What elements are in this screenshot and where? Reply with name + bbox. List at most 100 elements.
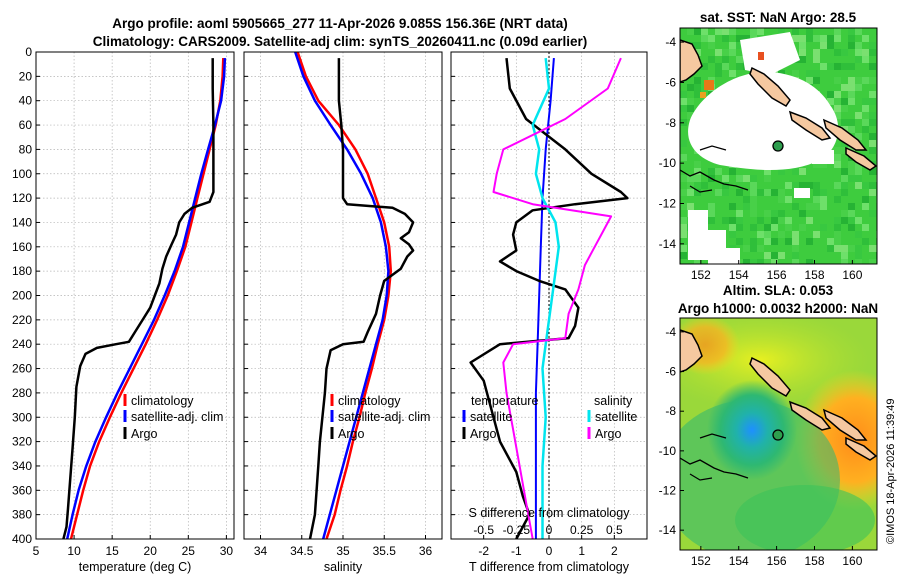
sst-pixel (694, 91, 701, 98)
sst-land-new-guinea (680, 39, 703, 83)
sst-pixel (834, 77, 841, 84)
sst-pixel (722, 56, 729, 63)
sst-pixel (862, 196, 869, 203)
sst-pixel (687, 182, 694, 189)
sst-pixel (757, 231, 764, 238)
sst-pixel (848, 35, 855, 42)
sst-pixel (848, 28, 855, 35)
x-tick-label: 0 (546, 544, 553, 558)
y-tick-label: 120 (12, 191, 32, 205)
sst-missing-pixel (688, 210, 708, 260)
y-tick-label: 400 (12, 532, 32, 546)
sst-map: sat. SST: NaN Argo: 28.5 152 154 156 158 160… (659, 10, 878, 282)
map-y-tick-label: -8 (665, 116, 676, 130)
sst-pixel (848, 210, 855, 217)
sst-pixel (715, 189, 722, 196)
sst-pixel (869, 91, 876, 98)
sst-missing-data (688, 71, 839, 170)
sst-pixel (729, 231, 736, 238)
sst-pixel (834, 161, 841, 168)
difference-lines (469, 57, 629, 539)
x-tick-label: 34 (254, 544, 268, 558)
sst-pixel (701, 35, 708, 42)
sst-pixel (862, 105, 869, 112)
map-y-tick-label: -10 (659, 444, 677, 458)
map-y-tick-label: -10 (659, 156, 677, 170)
sst-pixel (834, 238, 841, 245)
sst-pixel (771, 259, 778, 264)
series-line-temperature-argo (469, 57, 629, 539)
sst-pixel (869, 42, 876, 49)
sst-pixel (855, 182, 862, 189)
sla-green-southeast (735, 485, 875, 550)
sst-pixel (743, 196, 750, 203)
sst-coastline-png-tail (680, 169, 749, 191)
sst-pixel (799, 168, 806, 175)
sst-pixel (806, 259, 813, 264)
sst-pixel (792, 35, 799, 42)
sst-warm-pixel (758, 52, 764, 60)
legend-label-s-argo: Argo (595, 427, 621, 441)
sst-pixel (792, 70, 799, 77)
top-x-tick-label: -0.5 (473, 523, 494, 537)
y-tick-label: 100 (12, 167, 32, 181)
sst-pixel (855, 77, 862, 84)
sst-pixel (841, 147, 848, 154)
sst-pixel (799, 49, 806, 56)
sst-pixel (736, 42, 743, 49)
sst-pixel (792, 203, 799, 210)
sst-pixel (750, 28, 757, 35)
sst-pixel (834, 63, 841, 70)
sst-pixel (715, 49, 722, 56)
salinity-panel: 34 34.5 35 35.5 36 salinity climatology sate… (243, 51, 443, 574)
sst-pixel (855, 161, 862, 168)
sst-pixel (813, 182, 820, 189)
sst-pixel (680, 105, 687, 112)
sst-pixel (764, 175, 771, 182)
sst-pixel (862, 49, 869, 56)
sst-pixel (855, 133, 862, 140)
sst-pixel (757, 245, 764, 252)
sst-pixel (834, 147, 841, 154)
x-tick-label: 10 (67, 544, 81, 558)
temperature-xlabel: temperature (deg C) (79, 560, 192, 574)
sst-pixel (778, 210, 785, 217)
sst-pixel (827, 98, 834, 105)
map-x-tick-label: 156 (767, 554, 787, 568)
sst-pixel (862, 224, 869, 231)
sst-pixel (848, 217, 855, 224)
sst-pixel (687, 203, 694, 210)
map-y-tick-label: -6 (665, 75, 676, 89)
sst-pixel (750, 245, 757, 252)
map-y-tick-label: -12 (659, 196, 677, 210)
sst-pixel (841, 63, 848, 70)
sst-land-solomon-3 (845, 146, 877, 171)
sst-pixel (806, 238, 813, 245)
sst-pixel (757, 217, 764, 224)
sst-missing-pixel (708, 230, 726, 264)
sst-pixel (792, 182, 799, 189)
map-x-tick-label: 160 (842, 554, 862, 568)
figure-title-line2: Climatology: CARS2009. Satellite-adj cli… (93, 34, 587, 49)
sst-pixel (722, 175, 729, 182)
x-tick-label: 30 (220, 544, 234, 558)
sst-pixel (799, 35, 806, 42)
sst-pixel (862, 119, 869, 126)
sst-pixel (708, 35, 715, 42)
sst-pixel (820, 161, 827, 168)
sst-pixel (848, 91, 855, 98)
y-tick-label: 240 (12, 337, 32, 351)
sst-pixel (806, 70, 813, 77)
x-tick-label: 2 (611, 544, 618, 558)
sst-pixel (708, 203, 715, 210)
difference-top-xlabel: S difference from climatology (469, 506, 631, 520)
sst-pixel (792, 231, 799, 238)
x-tick-label: 34.5 (290, 544, 314, 558)
sst-pixel (764, 259, 771, 264)
sst-pixel (694, 175, 701, 182)
map-x-tick-label: 160 (842, 268, 862, 282)
sst-pixel (834, 182, 841, 189)
sst-pixel (806, 35, 813, 42)
sst-pixel (764, 231, 771, 238)
legend-label-argo: Argo (338, 427, 364, 441)
